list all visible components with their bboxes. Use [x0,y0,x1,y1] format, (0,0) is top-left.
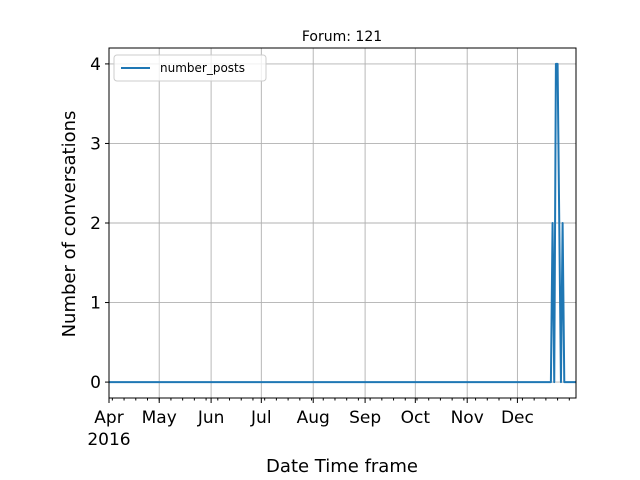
x-axis-label: Date Time frame [266,456,418,477]
y-tick-label: 0 [90,373,101,393]
x-tick-sublabel: 2016 [87,430,130,450]
y-tick-label: 3 [90,134,101,154]
legend-box [113,54,267,82]
y-axis-label: Number of conversations [59,111,80,338]
series-line-number_posts [109,62,576,384]
x-tick-label: Apr [94,408,123,428]
legend: number_posts [113,54,267,82]
x-tick-label: Oct [401,408,431,428]
x-tick-label: Aug [297,408,330,428]
y-axis: 0 1 2 3 4 [90,55,109,393]
x-tick-label: Dec [501,408,534,428]
chart-title: Forum: 121 [302,29,382,45]
y-tick-label: 4 [90,55,101,75]
x-tick-label: Nov [451,408,484,428]
y-tick-label: 2 [90,214,101,234]
x-tick-label: May [142,408,177,428]
legend-label: number_posts [160,61,245,75]
x-tick-label: Jun [197,408,225,428]
y-tick-label: 1 [90,294,101,314]
plot-area [109,62,576,384]
x-tick-label: Sep [349,408,381,428]
grid [108,48,576,398]
x-tick-label: Jul [250,408,272,428]
